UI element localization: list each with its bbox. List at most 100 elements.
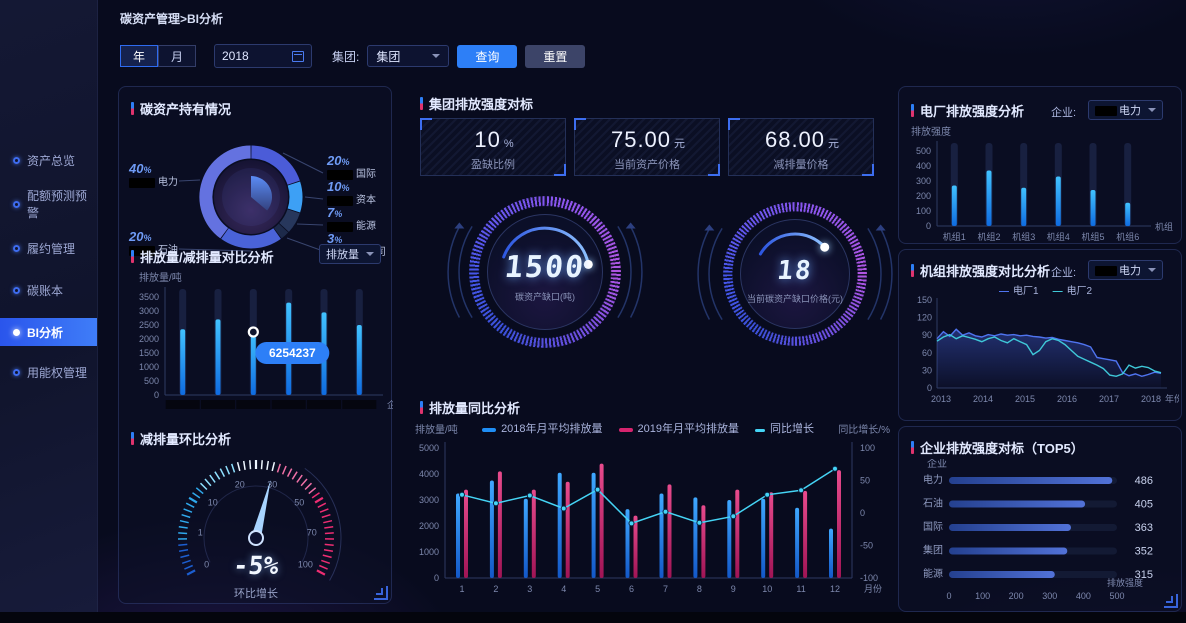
svg-text:400: 400 [916, 161, 931, 171]
svg-text:70: 70 [307, 527, 317, 537]
svg-text:6254237: 6254237 [269, 346, 316, 360]
stat-card-asset-price: 75.00 元 当前资产价格 [574, 118, 720, 176]
unit-enterprise-select[interactable]: 电力 [1088, 260, 1163, 280]
reset-button[interactable]: 重置 [525, 44, 586, 68]
svg-text:1500: 1500 [139, 348, 159, 358]
top5-title: 企业排放强度对标（TOP5） [911, 438, 1084, 457]
yoy-left-axis-label: 排放量/吨 [415, 424, 458, 436]
svg-text:12: 12 [830, 584, 840, 594]
tab-month[interactable]: 月 [158, 45, 196, 67]
legend-swatch-icon [482, 428, 497, 432]
date-input[interactable]: 2018 [214, 44, 312, 68]
chevron-down-icon [432, 54, 441, 58]
plant-bar-chart: 0 100 200 300 400 500 机组1 机组2 机组3 机组4 机组5 机组6 机组 排放强度 [907, 117, 1175, 245]
sidebar-item-2[interactable]: 履约管理 [0, 234, 97, 262]
svg-text:200: 200 [916, 191, 931, 201]
svg-text:3000: 3000 [139, 306, 159, 316]
stat-label: 盈缺比例 [471, 159, 515, 171]
gauge-deco-arcs [420, 177, 670, 367]
legend-2019[interactable]: 2019年月平均排放量 [618, 420, 739, 436]
sidebar-item-0[interactable]: 资产总览 [0, 146, 97, 174]
svg-text:排放强度: 排放强度 [913, 294, 953, 295]
sidebar-item-1[interactable]: 配额预测预警 [0, 189, 97, 220]
bullet-icon [13, 286, 20, 294]
svg-text:10: 10 [208, 497, 218, 507]
svg-text:石油: 石油 [923, 497, 943, 510]
svg-text:315: 315 [1135, 569, 1153, 581]
mom-title: 减排量环比分析 [131, 429, 231, 448]
stat-label: 当前资产价格 [614, 159, 680, 171]
title-marker-icon [131, 102, 134, 115]
top5-panel: 企业排放强度对标（TOP5） 企业 电力 486 石油 405 国际 363 集团 352 能源 3… [898, 426, 1182, 612]
svg-text:11: 11 [796, 584, 805, 594]
svg-text:机组3: 机组3 [1012, 231, 1035, 242]
breadcrumb: 碳资产管理>BI分析 [120, 12, 224, 26]
compare-bar-chart: 0 500 1000 1500 2000 2500 3000 3500 企业 排放量/吨 62542… [119, 265, 405, 415]
svg-text:100: 100 [298, 559, 313, 569]
svg-text:1000: 1000 [139, 362, 159, 372]
svg-text:120: 120 [917, 313, 932, 323]
sidebar-item-4[interactable]: BI分析 [0, 318, 97, 346]
svg-text:2016: 2016 [1057, 394, 1077, 404]
redacted-text [1095, 266, 1117, 277]
svg-text:0: 0 [926, 221, 931, 231]
bullet-icon [13, 368, 20, 376]
sidebar-item-5[interactable]: 用能权管理 [0, 358, 97, 386]
legend-plant2[interactable]: — 电厂2 [1052, 286, 1093, 297]
unit-title: 机组排放强度对比分析 [911, 261, 1050, 280]
panel-corner-accent-icon [374, 586, 388, 600]
svg-text:月份: 月份 [864, 583, 882, 594]
group-select[interactable]: 集团 [367, 45, 450, 67]
chevron-down-icon [366, 252, 374, 256]
enterprise-label: 企业: [1051, 267, 1077, 279]
svg-text:2000: 2000 [419, 521, 439, 531]
yoy-right-axis-label: 同比增长/% [838, 424, 890, 436]
svg-text:3000: 3000 [419, 495, 439, 505]
sidebar-item-3[interactable]: 碳账本 [0, 276, 97, 304]
svg-text:9: 9 [731, 584, 736, 594]
svg-text:5000: 5000 [419, 443, 439, 453]
svg-text:30: 30 [267, 479, 277, 489]
svg-text:1: 1 [459, 584, 464, 594]
svg-text:2015: 2015 [1015, 394, 1035, 404]
svg-text:300: 300 [1042, 591, 1057, 601]
date-value: 2018 [222, 49, 249, 63]
stat-label: 减排量价格 [773, 159, 829, 171]
svg-text:7: 7 [663, 584, 668, 594]
plant-enterprise-select[interactable]: 电力 [1088, 100, 1163, 120]
chevron-down-icon [1148, 268, 1156, 272]
compare-metric-select[interactable]: 排放量 [319, 244, 381, 264]
svg-text:500: 500 [916, 146, 931, 156]
query-button[interactable]: 查询 [457, 44, 518, 68]
carbon-gap-ring-inner [487, 214, 603, 330]
donut-label-电力: 40% 电力 [129, 161, 178, 188]
gap-price-label: 当前碳资产缺口价格(元) [747, 294, 843, 304]
donut-label-能源: 7% 能源 [327, 205, 376, 232]
tab-year[interactable]: 年 [120, 45, 158, 67]
benchmark-title: 集团排放强度对标 [420, 94, 533, 113]
legend-2018[interactable]: 2018年月平均排放量 [482, 420, 603, 436]
donut-label-资本: 10% 资本 [327, 179, 376, 206]
legend-plant1[interactable]: — 电厂1 [999, 286, 1039, 297]
svg-text:2: 2 [493, 584, 498, 594]
svg-text:机组6: 机组6 [1116, 231, 1139, 242]
svg-text:2017: 2017 [1099, 394, 1119, 404]
donut-label-石油: 20% 石油 [129, 229, 178, 256]
svg-text:200: 200 [1009, 591, 1024, 601]
unit-line-chart: 0 30 60 90 120 150排放强度 2013 2014 2015 2016 2017 201… [903, 282, 1183, 418]
svg-text:排放强度: 排放强度 [911, 125, 951, 138]
svg-text:3500: 3500 [139, 292, 159, 302]
svg-text:50: 50 [294, 497, 304, 507]
legend-growth[interactable]: 同比增长 [755, 420, 814, 436]
top5-hbar-chart: 企业 电力 486 石油 405 国际 363 集团 352 能源 315 0 100 200 300 400… [907, 457, 1175, 607]
title-marker-icon [420, 401, 423, 414]
svg-text:排放强度: 排放强度 [1107, 577, 1143, 588]
svg-text:2014: 2014 [973, 394, 993, 404]
svg-text:352: 352 [1135, 546, 1153, 558]
svg-text:0: 0 [946, 591, 951, 601]
svg-text:机组5: 机组5 [1081, 231, 1104, 242]
bullet-icon [13, 200, 20, 208]
title-marker-icon [911, 441, 914, 454]
mom-gauge-chart: 0 1 10 20 30 50 70 100 -5% 环比增长 [126, 443, 386, 613]
